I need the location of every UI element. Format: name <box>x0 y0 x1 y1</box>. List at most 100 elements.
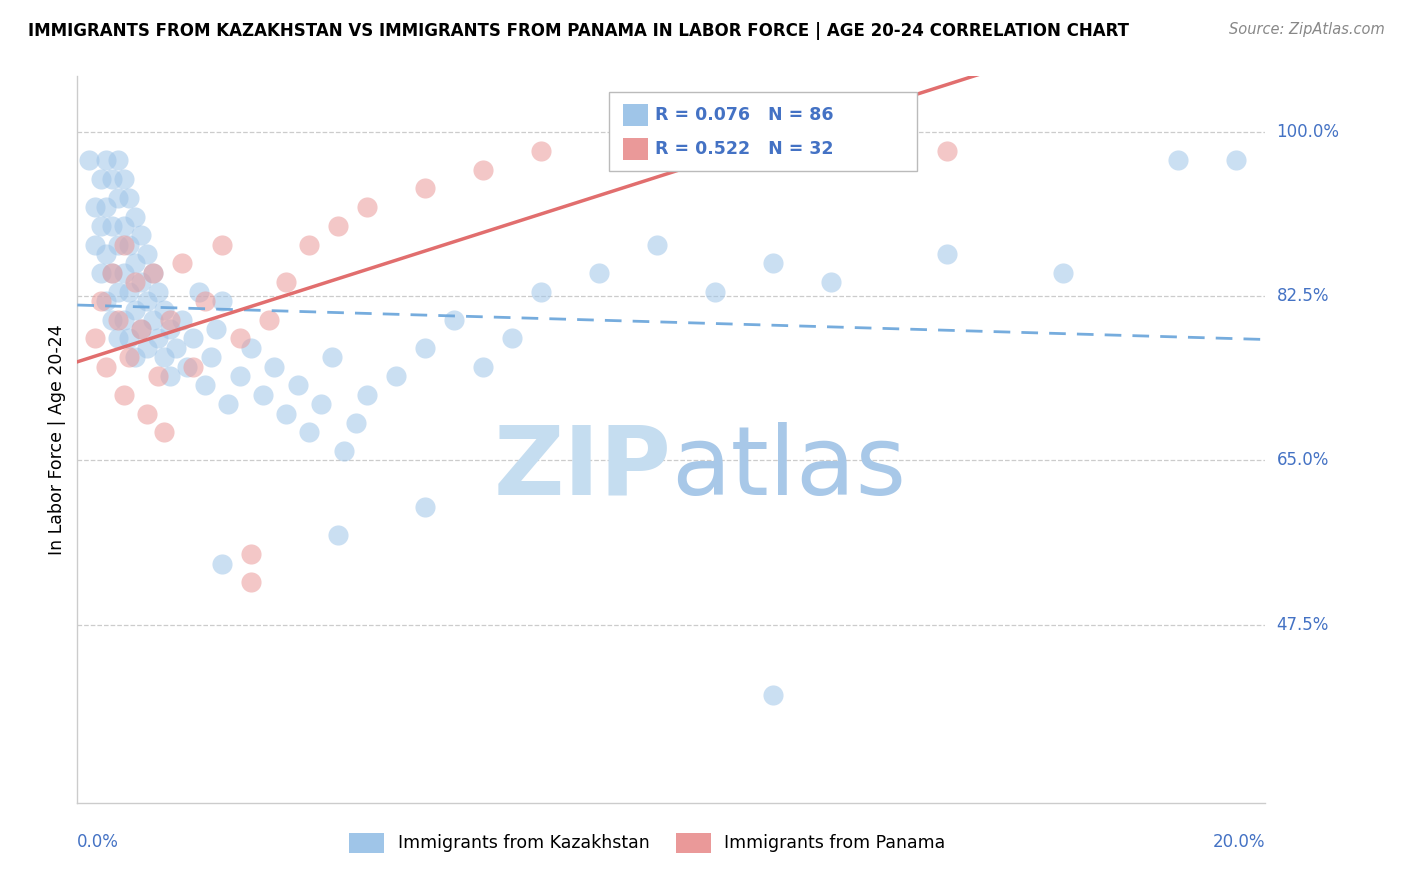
Point <box>211 557 233 571</box>
Point <box>89 266 111 280</box>
Text: 47.5%: 47.5% <box>1277 615 1329 633</box>
Point <box>129 228 152 243</box>
Legend: Immigrants from Kazakhstan, Immigrants from Panama: Immigrants from Kazakhstan, Immigrants f… <box>343 826 953 860</box>
Point <box>1052 266 1074 280</box>
Point <box>112 312 135 326</box>
Point <box>142 266 165 280</box>
Point <box>153 350 176 364</box>
Point <box>83 237 105 252</box>
Point <box>588 266 610 280</box>
Point <box>159 312 181 326</box>
Point <box>89 219 111 233</box>
Point <box>107 331 129 345</box>
Point <box>96 293 118 308</box>
Point <box>194 293 217 308</box>
Point <box>501 331 523 345</box>
Point <box>170 256 193 270</box>
Point <box>135 341 157 355</box>
Text: IMMIGRANTS FROM KAZAKHSTAN VS IMMIGRANTS FROM PANAMA IN LABOR FORCE | AGE 20-24 : IMMIGRANTS FROM KAZAKHSTAN VS IMMIGRANTS… <box>28 22 1129 40</box>
Point <box>240 575 263 590</box>
Point <box>83 331 105 345</box>
Point <box>118 331 141 345</box>
Point <box>112 219 135 233</box>
Point <box>107 312 129 326</box>
Point <box>101 219 124 233</box>
Point <box>129 275 152 289</box>
Point <box>135 407 157 421</box>
Point <box>101 172 124 186</box>
Point <box>159 369 181 384</box>
Point <box>413 500 436 515</box>
Point <box>107 285 129 299</box>
Point <box>124 256 146 270</box>
Point <box>129 322 152 336</box>
Point <box>413 341 436 355</box>
Point <box>326 528 349 542</box>
Point <box>298 237 321 252</box>
Point <box>321 350 343 364</box>
Point <box>153 425 176 440</box>
Point <box>240 547 263 561</box>
Point <box>118 285 141 299</box>
Point <box>153 303 176 318</box>
Text: ZIP: ZIP <box>494 422 672 515</box>
Text: atlas: atlas <box>672 422 907 515</box>
Point <box>257 312 280 326</box>
Point <box>148 331 170 345</box>
Point <box>159 322 181 336</box>
Point <box>181 331 204 345</box>
Point <box>142 266 165 280</box>
Point <box>83 200 105 214</box>
Point <box>263 359 285 374</box>
Point <box>274 275 297 289</box>
Point <box>443 312 465 326</box>
Point <box>1167 153 1189 168</box>
Point <box>101 266 124 280</box>
Point <box>326 219 349 233</box>
Point <box>176 359 198 374</box>
Point <box>101 266 124 280</box>
Point <box>333 444 356 458</box>
Point <box>107 191 129 205</box>
Point <box>274 407 297 421</box>
Point <box>217 397 239 411</box>
Point <box>96 247 118 261</box>
Point <box>356 388 378 402</box>
Point <box>703 285 725 299</box>
Point <box>211 237 233 252</box>
Point <box>240 341 263 355</box>
Point <box>96 153 118 168</box>
Point <box>112 388 135 402</box>
Point <box>356 200 378 214</box>
Point <box>181 359 204 374</box>
Point <box>148 369 170 384</box>
Point <box>89 172 111 186</box>
Point <box>142 312 165 326</box>
Point <box>107 153 129 168</box>
Point <box>762 688 785 702</box>
Text: 82.5%: 82.5% <box>1277 287 1329 305</box>
Point <box>211 293 233 308</box>
Point <box>188 285 211 299</box>
Point <box>118 191 141 205</box>
Point <box>170 312 193 326</box>
Point <box>101 312 124 326</box>
Point <box>129 322 152 336</box>
Point <box>124 210 146 224</box>
Point <box>200 350 222 364</box>
Point <box>118 237 141 252</box>
Point <box>112 172 135 186</box>
Point <box>194 378 217 392</box>
Point <box>89 293 111 308</box>
Point <box>645 153 668 168</box>
Text: 0.0%: 0.0% <box>77 833 120 851</box>
Text: 100.0%: 100.0% <box>1277 123 1340 141</box>
Point <box>252 388 274 402</box>
Point <box>165 341 187 355</box>
Point <box>344 416 367 430</box>
Point <box>228 369 250 384</box>
Point <box>107 237 129 252</box>
Point <box>96 359 118 374</box>
Point <box>118 350 141 364</box>
Point <box>413 181 436 195</box>
